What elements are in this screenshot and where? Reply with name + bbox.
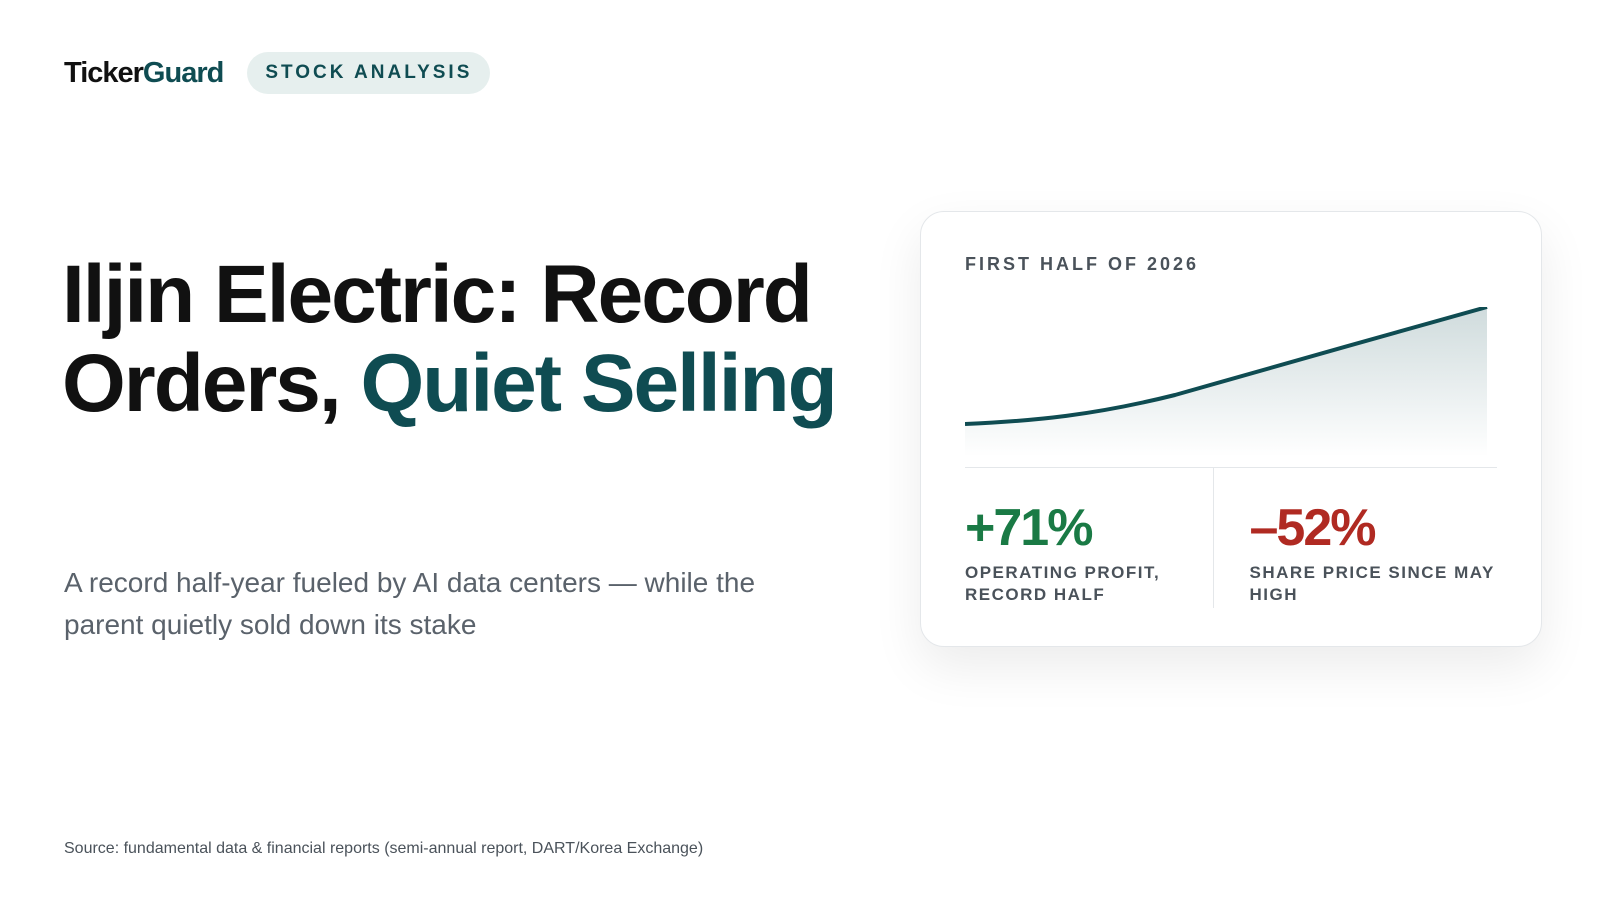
stats: +71% OPERATING PROFIT, RECORD HALF –52% … — [965, 467, 1497, 608]
stat: +71% OPERATING PROFIT, RECORD HALF — [965, 468, 1213, 608]
headline: Iljin Electric: Record Orders, Quiet Sel… — [62, 250, 862, 428]
stat-value: –52% — [1249, 499, 1377, 557]
subtitle: A record half-year fueled by AI data cen… — [64, 567, 756, 640]
brand-ticker: Ticker — [64, 56, 144, 89]
stat-label: SHARE PRICE SINCE MAY HIGH — [1249, 563, 1495, 604]
card-label: FIRST HALF OF 2026 — [965, 254, 1200, 274]
header: TickerGuard STOCK ANALYSIS — [64, 52, 491, 94]
headline-accent: Quiet Selling — [360, 338, 837, 429]
stats-card: FIRST HALF OF 2026 +71% OPERATING PROFIT… — [920, 211, 1542, 647]
headline-lead: Iljin Electric: Record Orders, — [62, 249, 813, 429]
stat: –52% SHARE PRICE SINCE MAY HIGH — [1212, 468, 1498, 608]
trend-curve — [965, 307, 1488, 457]
source: Source: fundamental data & financial rep… — [64, 840, 704, 857]
brand[interactable]: TickerGuard — [64, 56, 224, 90]
brand-guard: Guard — [142, 56, 224, 89]
tag: STOCK ANALYSIS — [247, 52, 491, 94]
stat-label: OPERATING PROFIT, RECORD HALF — [965, 563, 1161, 604]
stat-value: +71% — [965, 499, 1093, 557]
trend-line — [965, 307, 1488, 426]
